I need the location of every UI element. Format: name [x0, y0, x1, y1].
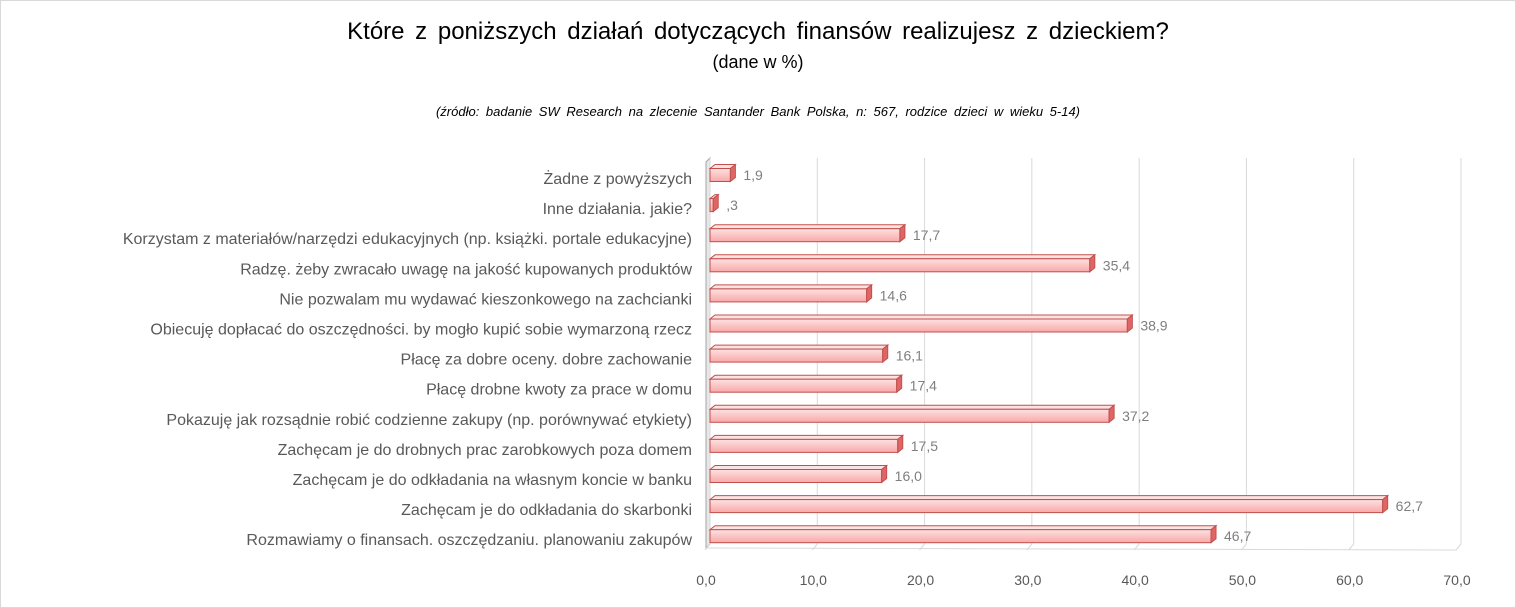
- bar-end: [729, 163, 736, 183]
- data-label: 16,1: [896, 348, 923, 364]
- bar-end: [1382, 494, 1389, 514]
- bar-end: [897, 434, 904, 454]
- bar: [709, 469, 883, 483]
- bar-end: [1108, 404, 1115, 424]
- data-label: 62,7: [1396, 498, 1423, 514]
- data-label: 17,5: [911, 438, 938, 454]
- chart-source-note: (źródło: badanie SW Research na zlecenie…: [435, 104, 1081, 119]
- category-label: Inne działania. jakie?: [543, 201, 693, 218]
- bar: [709, 529, 1212, 544]
- bar-top: [708, 284, 874, 290]
- category-label: Płacę za dobre oceny. dobre zachowanie: [401, 352, 693, 369]
- x-tick-label: 60,0: [1336, 572, 1363, 588]
- bar-top: [708, 525, 1218, 531]
- category-label: Zachęcam je do odkładania do skarbonki: [401, 502, 692, 519]
- bar-end: [1089, 253, 1096, 273]
- category-label: Żadne z powyższych: [543, 169, 692, 188]
- bar: [709, 258, 1091, 273]
- gridline-floor: [704, 543, 711, 551]
- chart-title: Które z poniższych działań dotyczących f…: [347, 18, 1169, 45]
- axis-floor: [705, 547, 1457, 551]
- bar-top: [708, 314, 1134, 320]
- data-label: 1,9: [743, 167, 763, 183]
- bar: [709, 228, 901, 243]
- bar-top: [708, 254, 1097, 260]
- bar-top: [708, 495, 1390, 501]
- bar-top: [708, 434, 905, 440]
- data-label: 37,2: [1122, 408, 1149, 424]
- gridline-floor: [811, 543, 818, 551]
- bar-top: [708, 224, 907, 230]
- data-label: 38,9: [1140, 318, 1167, 334]
- bar-top: [708, 344, 890, 350]
- category-label: Korzystam z materiałów/narzędzi edukacyj…: [123, 231, 692, 248]
- data-label: 16,0: [895, 468, 922, 484]
- bar-end: [881, 464, 888, 484]
- category-label: Nie pozwalam mu wydawać kieszonkowego na…: [279, 291, 692, 308]
- bar: [709, 288, 868, 303]
- data-label: 35,4: [1103, 257, 1130, 273]
- x-tick-label: 20,0: [907, 572, 934, 588]
- x-tick-label: 70,0: [1443, 572, 1470, 588]
- data-label: 17,7: [913, 227, 940, 243]
- x-tick-label: 10,0: [800, 572, 827, 588]
- bar: [709, 318, 1128, 333]
- gridline-floor: [919, 543, 925, 551]
- bar: [709, 438, 899, 453]
- bar: [709, 168, 731, 182]
- x-tick-label: 50,0: [1229, 572, 1256, 588]
- category-label: Zachęcam je do drobnych prac zarobkowych…: [278, 442, 692, 459]
- bar-end: [866, 283, 873, 303]
- bar-end: [882, 344, 889, 364]
- bar-end: [712, 193, 719, 213]
- category-label: Zachęcam je do odkładania na własnym kon…: [293, 472, 692, 489]
- x-tick-label: 0,0: [696, 572, 716, 588]
- bar-end: [1210, 524, 1217, 544]
- bar-end: [899, 223, 906, 243]
- bar-end: [1126, 313, 1133, 334]
- gridline-floor: [1348, 543, 1355, 551]
- category-label: Obiecuję dopłacać do oszczędności. by mo…: [150, 322, 692, 339]
- chart-subtitle: (dane w %): [712, 52, 804, 72]
- category-label: Płacę drobne kwoty za prace w domu: [426, 382, 692, 399]
- data-label: 14,6: [880, 287, 907, 303]
- category-label: Pokazuję jak rozsądnie robić codzienne z…: [166, 412, 692, 429]
- bar-top: [708, 374, 904, 380]
- bar: [709, 408, 1110, 423]
- axis-wall: [705, 156, 711, 550]
- bar-end: [896, 374, 903, 394]
- bar: [709, 348, 884, 363]
- data-label: 17,4: [910, 378, 937, 394]
- bar-top: [708, 465, 889, 470]
- category-label: Rozmawiamy o finansach. oszczędzaniu. pl…: [246, 532, 692, 549]
- data-label: ,3: [726, 197, 738, 213]
- category-label: Radzę. żeby zwracało uwagę na jakość kup…: [240, 261, 692, 278]
- bar-top: [708, 404, 1116, 410]
- bar: [709, 499, 1384, 514]
- x-tick-label: 40,0: [1122, 572, 1149, 588]
- x-tick-label: 30,0: [1014, 572, 1041, 588]
- bar: [709, 378, 898, 393]
- data-label: 46,7: [1224, 528, 1251, 544]
- gridline-floor: [1455, 543, 1462, 551]
